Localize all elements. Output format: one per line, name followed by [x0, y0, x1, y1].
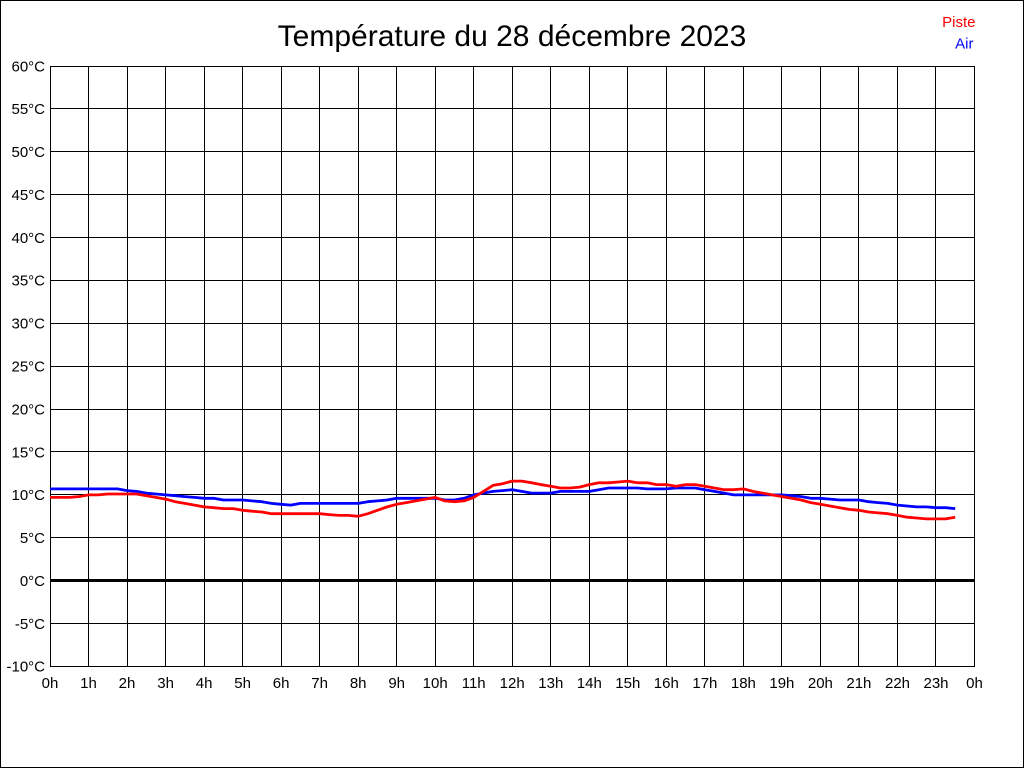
svg-text:10h: 10h	[423, 675, 448, 692]
svg-text:4h: 4h	[196, 675, 213, 692]
svg-text:15h: 15h	[615, 675, 640, 692]
svg-text:23h: 23h	[923, 675, 948, 692]
svg-text:7h: 7h	[311, 675, 328, 692]
svg-text:0°C: 0°C	[20, 573, 45, 590]
svg-text:Air: Air	[955, 36, 973, 53]
svg-text:6h: 6h	[273, 675, 290, 692]
svg-text:Piste: Piste	[942, 14, 975, 31]
svg-text:0h: 0h	[42, 675, 59, 692]
svg-text:17h: 17h	[692, 675, 717, 692]
svg-text:30°C: 30°C	[11, 316, 45, 333]
svg-text:-10°C: -10°C	[6, 659, 45, 676]
svg-text:20°C: 20°C	[11, 401, 45, 418]
svg-text:19h: 19h	[769, 675, 794, 692]
svg-text:12h: 12h	[500, 675, 525, 692]
svg-text:15°C: 15°C	[11, 444, 45, 461]
svg-text:25°C: 25°C	[11, 359, 45, 376]
svg-text:8h: 8h	[350, 675, 367, 692]
svg-text:40°C: 40°C	[11, 230, 45, 247]
svg-text:14h: 14h	[577, 675, 602, 692]
svg-text:20h: 20h	[808, 675, 833, 692]
svg-text:35°C: 35°C	[11, 273, 45, 290]
svg-text:-5°C: -5°C	[15, 616, 45, 633]
svg-text:13h: 13h	[538, 675, 563, 692]
svg-text:18h: 18h	[731, 675, 756, 692]
svg-text:50°C: 50°C	[11, 144, 45, 161]
svg-text:11h: 11h	[462, 675, 486, 692]
svg-text:9h: 9h	[388, 675, 405, 692]
svg-text:1h: 1h	[80, 675, 97, 692]
svg-text:16h: 16h	[654, 675, 679, 692]
svg-text:3h: 3h	[157, 675, 174, 692]
svg-text:60°C: 60°C	[11, 58, 45, 75]
svg-text:0h: 0h	[966, 675, 983, 692]
svg-text:45°C: 45°C	[11, 187, 45, 204]
svg-text:5°C: 5°C	[20, 530, 45, 547]
svg-text:21h: 21h	[846, 675, 871, 692]
svg-text:55°C: 55°C	[11, 101, 45, 118]
svg-text:Température du 28 décembre 202: Température du 28 décembre 2023	[278, 20, 747, 53]
svg-text:2h: 2h	[119, 675, 136, 692]
svg-text:10°C: 10°C	[11, 487, 45, 504]
svg-text:5h: 5h	[234, 675, 251, 692]
svg-text:22h: 22h	[885, 675, 910, 692]
